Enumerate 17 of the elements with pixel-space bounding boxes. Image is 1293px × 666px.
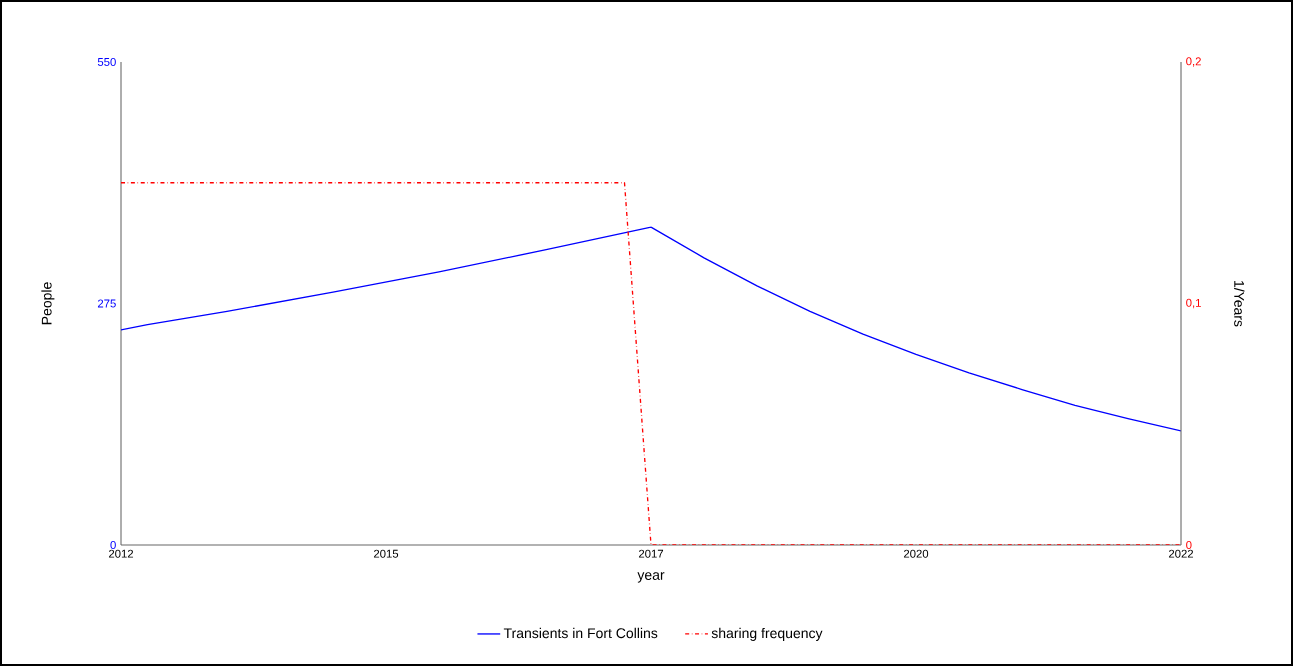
x-tick-label: 2020 (903, 549, 929, 558)
y-tick-label: 550 (97, 57, 116, 66)
y-tick-label: 275 (97, 299, 116, 308)
x-axis-title: year (637, 572, 665, 583)
y2-tick-label: 0,1 (1186, 298, 1201, 309)
x-tick-label: 2017 (638, 549, 664, 558)
y-tick-label: 0 (110, 540, 116, 549)
x-tick-label: 2012 (108, 549, 134, 558)
y2-axis-title: 1/Years (1234, 281, 1245, 327)
y-axis-title: People (41, 282, 55, 325)
x-tick-label: 2022 (1168, 549, 1194, 558)
y2-tick-label: 0,2 (1186, 57, 1201, 67)
line-series (121, 226, 1181, 432)
legend-label: Transients in Fort Collins (503, 627, 658, 639)
y2-tick-label: 0 (1186, 540, 1192, 549)
x-tick-label: 2015 (373, 549, 399, 558)
legend-label: sharing frequency (711, 627, 823, 641)
